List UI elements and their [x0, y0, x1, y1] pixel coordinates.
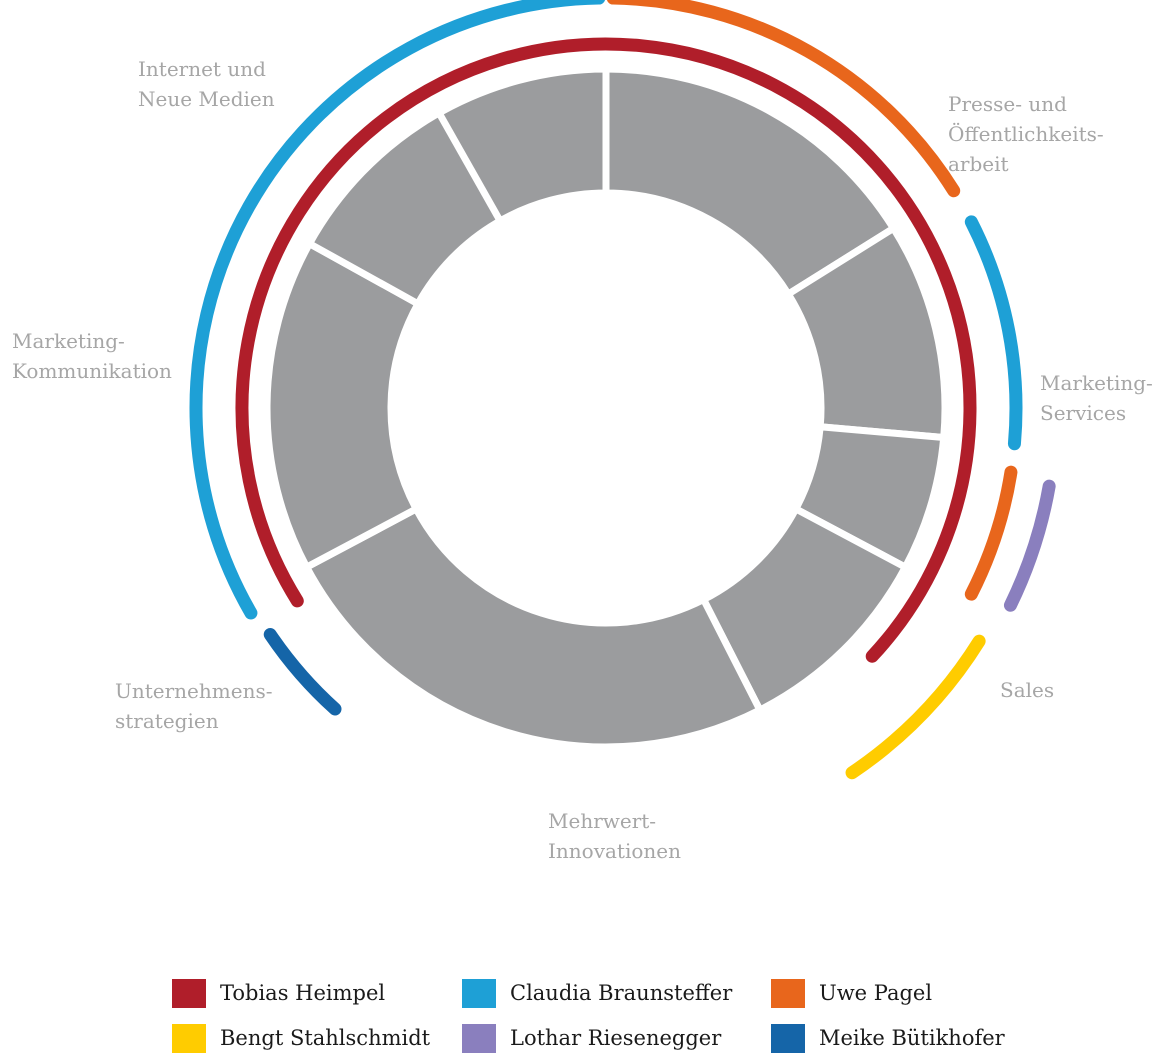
ring-segments: [263, 65, 949, 751]
section-label-marketing-kommunikation: Kommunikation: [12, 359, 172, 383]
arc-claudia-braunsteffer: [189, 0, 606, 620]
arc-bengt-stahlschmidt: [845, 634, 986, 780]
arc-lothar-riesenegger: [1003, 479, 1056, 612]
ring-segment-divider: [434, 107, 506, 227]
person-arcs: [189, 0, 1056, 780]
ring-segment-marketing-kommunikation: [304, 65, 610, 309]
section-label-internet: Neue Medien: [138, 87, 275, 111]
section-labels: Internet und Neue Medien Presse- und Öffent…: [12, 57, 1153, 863]
arc-tobias-heimpel: [235, 37, 977, 663]
section-label-presse: arbeit: [948, 152, 1009, 176]
section-label-marketing-kommunikation: Marketing-: [12, 329, 125, 353]
section-label-sales: Sales: [1000, 678, 1054, 702]
section-label-marketing-services: Services: [1040, 401, 1126, 425]
ring-segment-presse: [602, 65, 899, 299]
arc-claudia-braunsteffer: [964, 215, 1023, 451]
section-label-marketing-services: Marketing-: [1040, 371, 1153, 395]
ring-segment-mehrwert: [301, 504, 765, 751]
section-label-mehrwert: Innovationen: [548, 839, 681, 863]
section-label-mehrwert: Mehrwert-: [548, 809, 656, 833]
arc-meike-b-tikhofer: [263, 627, 342, 716]
section-label-presse: Öffentlichkeits-: [948, 121, 1104, 146]
arc-uwe-pagel: [964, 465, 1018, 601]
section-label-unternehmen: Unternehmens-: [115, 679, 272, 703]
section-label-presse: Presse- und: [948, 92, 1067, 116]
section-label-internet: Internet und: [138, 57, 266, 81]
section-label-unternehmen: strategien: [115, 709, 219, 733]
arc-uwe-pagel: [606, 0, 961, 198]
